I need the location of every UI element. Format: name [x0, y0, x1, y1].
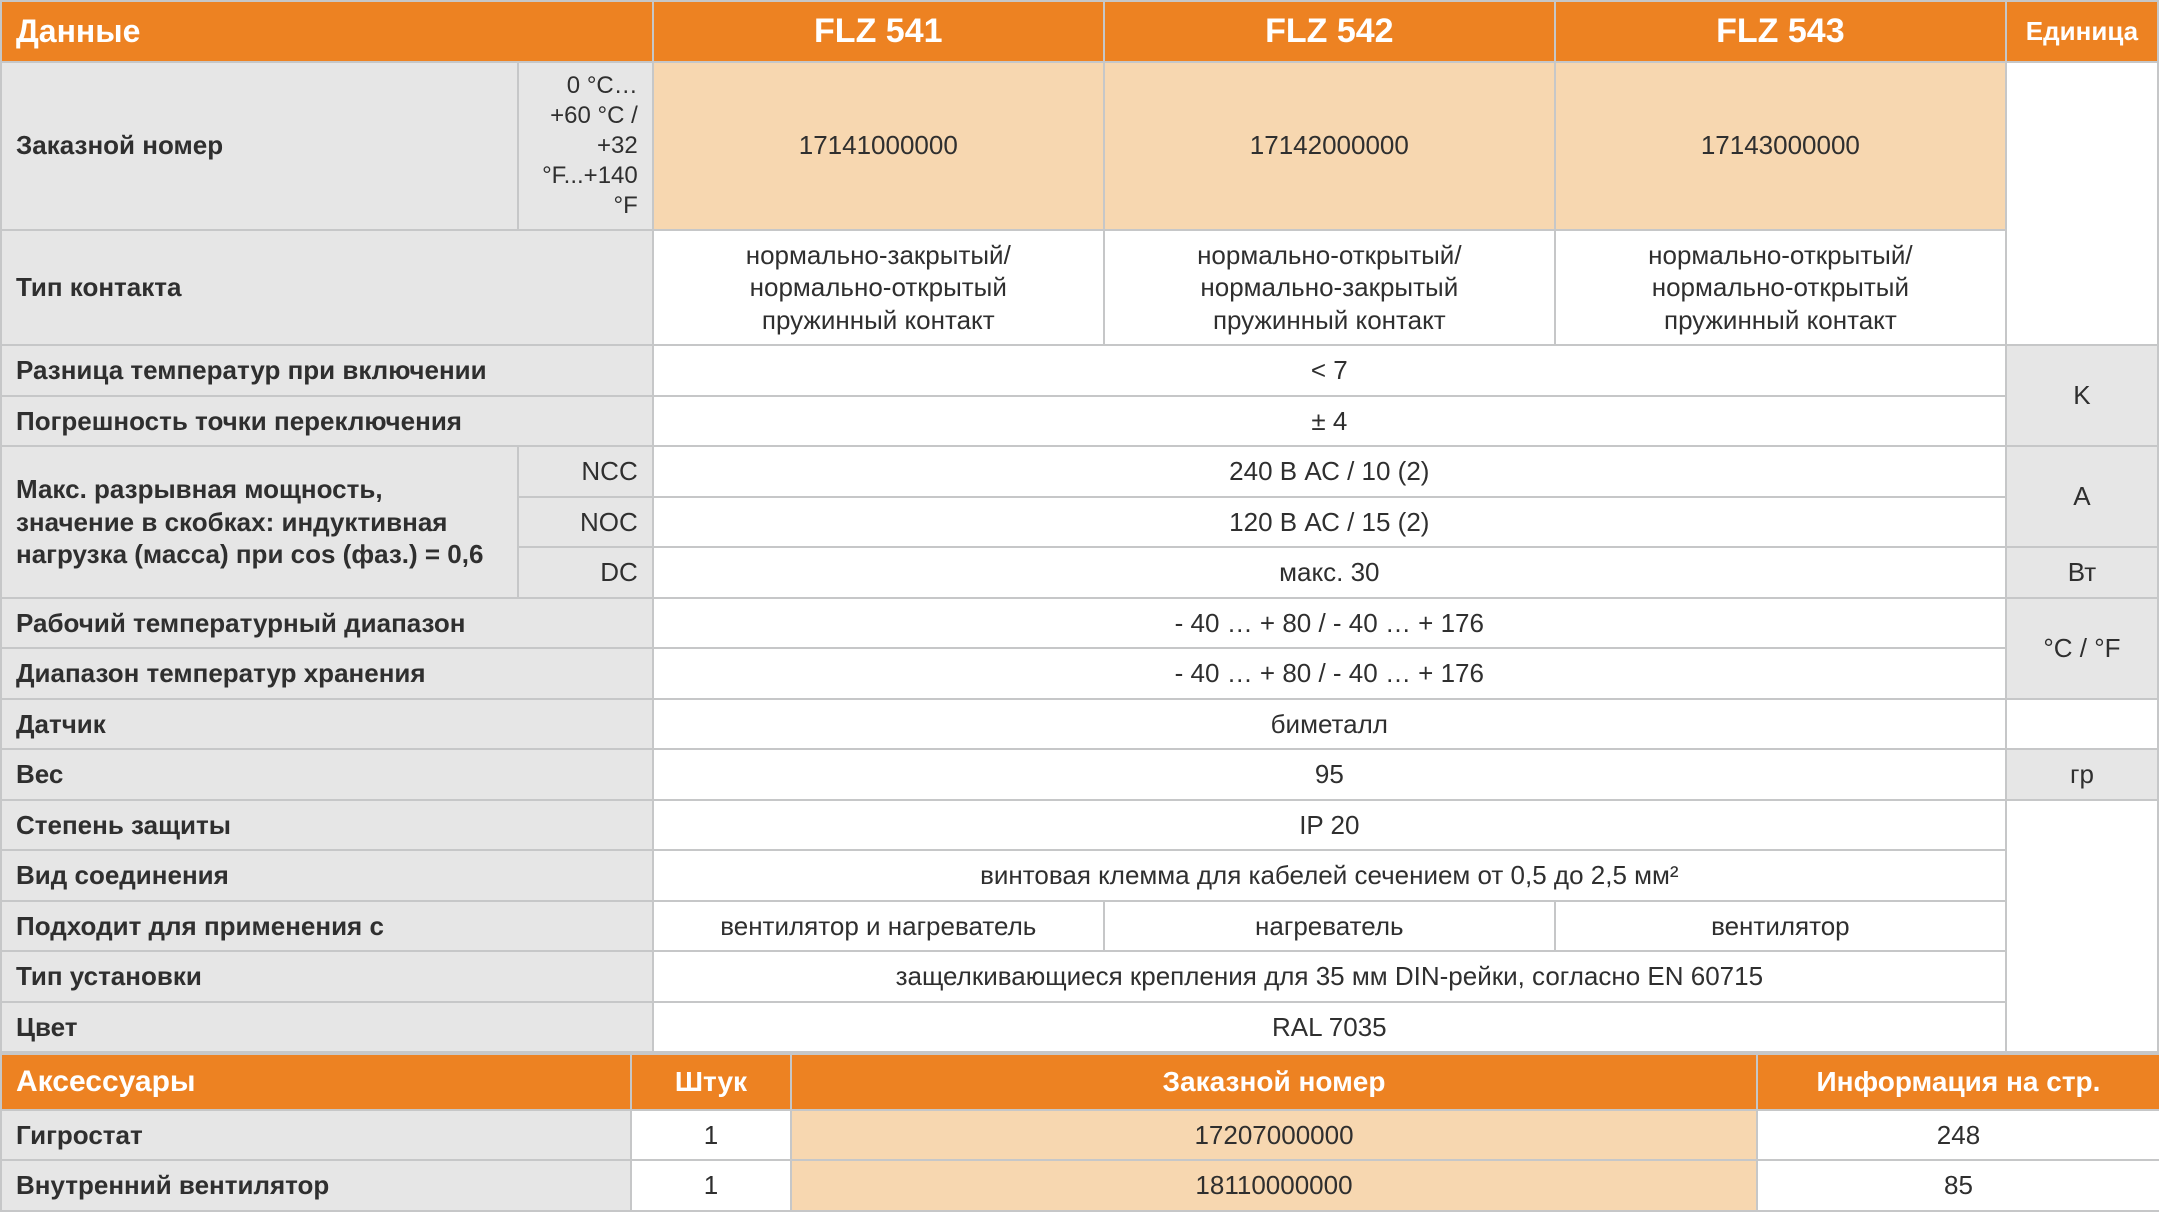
color-label: Цвет — [1, 1002, 653, 1053]
data-header: Данные — [1, 1, 653, 62]
unit-empty-sensor — [2006, 699, 2158, 750]
install-label: Тип установки — [1, 951, 653, 1002]
row-store-temp: Диапазон температур хранения - 40 … + 80… — [1, 648, 2158, 699]
acc-1-order: 18110000000 — [791, 1160, 1757, 1211]
switch-err-val: ± 4 — [653, 396, 2006, 447]
unit-g: гр — [2006, 749, 2158, 800]
spec-table: Данные FLZ 541 FLZ 542 FLZ 543 Единица З… — [0, 0, 2159, 1053]
info-header: Информация на стр. — [1757, 1054, 2159, 1110]
row-weight: Вес 95 гр — [1, 749, 2158, 800]
work-temp-val: - 40 … + 80 / - 40 … + 176 — [653, 598, 2006, 649]
acc-0-name: Гигростат — [1, 1110, 631, 1161]
row-temp-diff: Разница температур при включении < 7 K — [1, 345, 2158, 396]
product-header-1: FLZ 541 — [653, 1, 1104, 62]
noc-label: NOC — [518, 497, 652, 548]
noc-val: 120 В АС / 15 (2) — [653, 497, 2006, 548]
row-suitable: Подходит для применения с вентилятор и н… — [1, 901, 2158, 952]
acc-1-name: Внутренний вентилятор — [1, 1160, 631, 1211]
weight-label: Вес — [1, 749, 653, 800]
acc-0-page: 248 — [1757, 1110, 2159, 1161]
protection-label: Степень защиты — [1, 800, 653, 851]
accessories-title: Аксессуары — [1, 1054, 631, 1110]
row-order-number: Заказной номер 0 °C…+60 °C / +32 °F...+1… — [1, 62, 2158, 230]
connection-val: винтовая клемма для кабелей сечением от … — [653, 850, 2006, 901]
row-work-temp: Рабочий температурный диапазон - 40 … + … — [1, 598, 2158, 649]
contact-type-2: нормально-открытый/ нормально-закрытый п… — [1104, 230, 1555, 346]
acc-0-qty: 1 — [631, 1110, 791, 1161]
suitable-label: Подходит для применения с — [1, 901, 653, 952]
break-power-label: Макс. разрывная мощность, значение в ско… — [1, 446, 518, 598]
temp-diff-val: < 7 — [653, 345, 2006, 396]
row-switch-err: Погрешность точки переключения ± 4 — [1, 396, 2158, 447]
table-header-row: Данные FLZ 541 FLZ 542 FLZ 543 Единица — [1, 1, 2158, 62]
sensor-val: биметалл — [653, 699, 2006, 750]
row-contact-type: Тип контакта нормально-закрытый/ нормаль… — [1, 230, 2158, 346]
order-header: Заказной номер — [791, 1054, 1757, 1110]
row-sensor: Датчик биметалл — [1, 699, 2158, 750]
product-header-2: FLZ 542 — [1104, 1, 1555, 62]
suitable-2: нагреватель — [1104, 901, 1555, 952]
contact-type-1: нормально-закрытый/ нормально-открытый п… — [653, 230, 1104, 346]
product-header-3: FLZ 543 — [1555, 1, 2006, 62]
order-num-2: 17142000000 — [1104, 62, 1555, 230]
acc-1-qty: 1 — [631, 1160, 791, 1211]
store-temp-val: - 40 … + 80 / - 40 … + 176 — [653, 648, 2006, 699]
acc-0-order: 17207000000 — [791, 1110, 1757, 1161]
dc-label: DC — [518, 547, 652, 598]
unit-cf: °С / °F — [2006, 598, 2158, 699]
connection-label: Вид соединения — [1, 850, 653, 901]
accessories-table: Аксессуары Штук Заказной номер Информаци… — [0, 1053, 2159, 1212]
protection-val: IP 20 — [653, 800, 2006, 851]
ncc-label: NCC — [518, 446, 652, 497]
ncc-val: 240 В АС / 10 (2) — [653, 446, 2006, 497]
accessories-header: Аксессуары Штук Заказной номер Информаци… — [1, 1054, 2159, 1110]
switch-err-label: Погрешность точки переключения — [1, 396, 653, 447]
contact-type-3: нормально-открытый/ нормально-открытый п… — [1555, 230, 2006, 346]
unit-header: Единица — [2006, 1, 2158, 62]
color-val: RAL 7035 — [653, 1002, 2006, 1053]
contact-type-label: Тип контакта — [1, 230, 653, 346]
unit-w: Вт — [2006, 547, 2158, 598]
row-connection: Вид соединения винтовая клемма для кабел… — [1, 850, 2158, 901]
store-temp-label: Диапазон температур хранения — [1, 648, 653, 699]
order-num-3: 17143000000 — [1555, 62, 2006, 230]
sensor-label: Датчик — [1, 699, 653, 750]
accessory-row-0: Гигростат 1 17207000000 248 — [1, 1110, 2159, 1161]
suitable-3: вентилятор — [1555, 901, 2006, 952]
row-ncc: Макс. разрывная мощность, значение в ско… — [1, 446, 2158, 497]
row-protection: Степень защиты IP 20 — [1, 800, 2158, 851]
row-install: Тип установки защелкивающиеся крепления … — [1, 951, 2158, 1002]
unit-k: K — [2006, 345, 2158, 446]
unit-empty-1 — [2006, 62, 2158, 346]
install-val: защелкивающиеся крепления для 35 мм DIN-… — [653, 951, 2006, 1002]
unit-empty-2 — [2006, 800, 2158, 1053]
acc-1-page: 85 — [1757, 1160, 2159, 1211]
qty-header: Штук — [631, 1054, 791, 1110]
row-color: Цвет RAL 7035 — [1, 1002, 2158, 1053]
accessory-row-1: Внутренний вентилятор 1 18110000000 85 — [1, 1160, 2159, 1211]
order-num-label: Заказной номер — [1, 62, 518, 230]
order-num-cond: 0 °C…+60 °C / +32 °F...+140 °F — [518, 62, 652, 230]
order-num-1: 17141000000 — [653, 62, 1104, 230]
weight-val: 95 — [653, 749, 2006, 800]
suitable-1: вентилятор и нагреватель — [653, 901, 1104, 952]
work-temp-label: Рабочий температурный диапазон — [1, 598, 653, 649]
dc-val: макс. 30 — [653, 547, 2006, 598]
temp-diff-label: Разница температур при включении — [1, 345, 653, 396]
unit-a: A — [2006, 446, 2158, 547]
